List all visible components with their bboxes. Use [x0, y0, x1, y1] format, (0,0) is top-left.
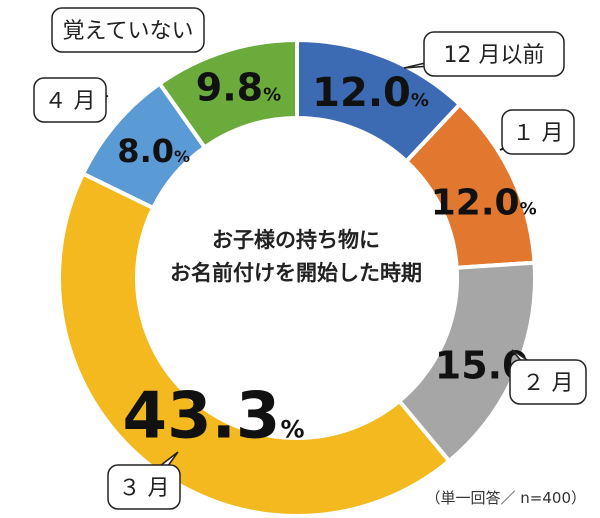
value-label-1: 12.0% [431, 182, 537, 223]
callout-2: ２ 月 [509, 349, 587, 405]
category-label-3: ３ 月 [119, 476, 170, 501]
slice-3 [57, 171, 452, 518]
callouts-group: 12 月以前 １ 月 ２ 月 ３ 月 ４ 月 覚えていない [33, 7, 587, 510]
value-label-3: 43.3% [123, 380, 305, 454]
callout-4: ４ 月 [33, 77, 109, 123]
callout-1: １ 月 [499, 109, 575, 155]
callout-seam-0 [470, 48, 495, 60]
callout-0: 12 月以前 [403, 31, 565, 77]
sample-note: （単一回答／ n=400） [425, 489, 586, 507]
slices-group [57, 37, 537, 518]
callout-3: ３ 月 [107, 451, 181, 510]
category-label-2: ２ 月 [523, 371, 574, 396]
slice-5 [156, 37, 299, 151]
chart-title-line-1: お子様の持ち物に [212, 228, 380, 252]
category-label-5: 覚えていない [63, 19, 194, 44]
chart-title-line-2: お名前付けを開始した時期 [170, 261, 422, 285]
category-label-1: １ 月 [513, 121, 564, 146]
value-label-4: 8.0% [117, 132, 190, 170]
category-label-4: ４ 月 [45, 89, 96, 114]
callout-seam-3 [139, 469, 161, 491]
category-label-0: 12 月以前 [444, 43, 545, 68]
callout-seam-4 [69, 94, 94, 106]
callout-box-5 [51, 7, 205, 53]
callout-seam-2 [530, 366, 552, 387]
callout-5: 覚えていない [51, 7, 205, 53]
value-label-5: 9.8% [196, 66, 281, 110]
callout-seam-1 [516, 126, 541, 143]
value-label-0: 12.0% [312, 70, 429, 116]
callout-seam-5 [126, 24, 151, 38]
